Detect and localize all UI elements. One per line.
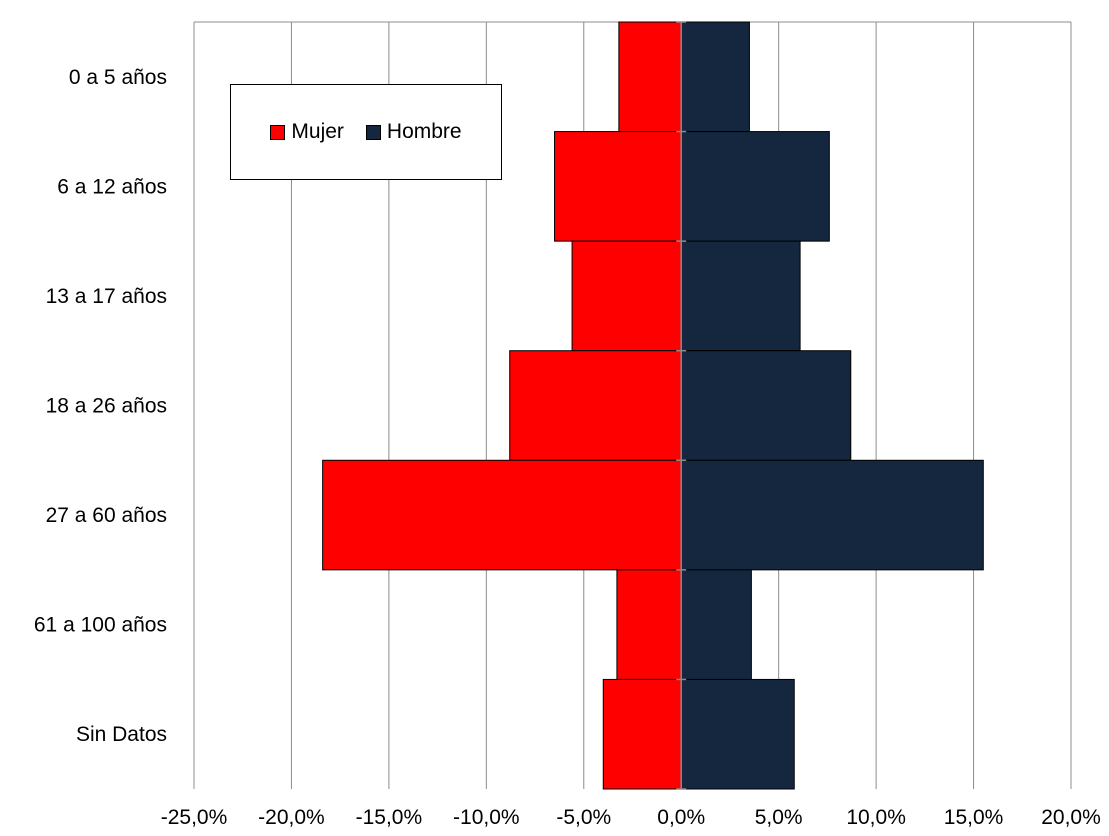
legend-label-mujer: Mujer xyxy=(291,120,344,143)
bar-mujer-4 xyxy=(322,459,682,571)
category-label-4: 27 a 60 años xyxy=(46,504,167,527)
x-tick-label-1: -20,0% xyxy=(258,806,325,829)
x-tick-label-2: -15,0% xyxy=(356,806,423,829)
bars xyxy=(322,21,984,790)
bar-mujer-1 xyxy=(554,131,682,242)
category-label-2: 13 a 17 años xyxy=(46,285,167,308)
bar-mujer-0 xyxy=(618,21,682,133)
x-tick-label-9: 20,0% xyxy=(1041,806,1101,829)
legend-label-hombre: Hombre xyxy=(386,120,462,143)
legend-item-hombre: Hombre xyxy=(365,120,462,144)
bar-hombre-4 xyxy=(680,459,984,571)
x-tick-label-4: -5,0% xyxy=(556,806,611,829)
category-label-3: 18 a 26 años xyxy=(46,395,167,418)
x-tick-label-3: -10,0% xyxy=(453,806,520,829)
legend-swatch-hombre xyxy=(365,124,381,140)
x-tick-label-6: 5,0% xyxy=(755,806,803,829)
x-tick-label-8: 15,0% xyxy=(944,806,1004,829)
bar-hombre-2 xyxy=(680,240,801,352)
bar-mujer-5 xyxy=(616,569,682,680)
bar-mujer-2 xyxy=(571,240,682,352)
x-tick-label-7: 10,0% xyxy=(846,806,906,829)
x-tick-label-0: -25,0% xyxy=(161,806,228,829)
bar-hombre-0 xyxy=(680,21,750,133)
category-labels: 0 a 5 años 6 a 12 años 13 a 17 años 18 a 26… xyxy=(34,66,167,746)
legend: Mujer Hombre xyxy=(230,84,502,180)
bar-mujer-6 xyxy=(602,678,682,790)
bar-hombre-6 xyxy=(680,678,795,790)
bar-hombre-1 xyxy=(680,131,830,242)
category-label-1: 6 a 12 años xyxy=(57,175,167,198)
category-label-0: 0 a 5 años xyxy=(69,66,167,89)
x-tick-label-5: 0,0% xyxy=(657,806,705,829)
bar-hombre-3 xyxy=(680,350,852,461)
category-label-6: Sin Datos xyxy=(76,723,167,746)
legend-swatch-mujer xyxy=(270,124,286,140)
x-tick-labels: -25,0% -20,0% -15,0% -10,0% -5,0% 0,0% 5,0% 10,… xyxy=(161,806,1101,829)
center-axis xyxy=(676,21,687,790)
bar-hombre-5 xyxy=(680,569,752,680)
legend-item-mujer: Mujer xyxy=(270,120,344,144)
bar-mujer-3 xyxy=(509,350,682,461)
category-label-5: 61 a 100 años xyxy=(34,614,167,637)
